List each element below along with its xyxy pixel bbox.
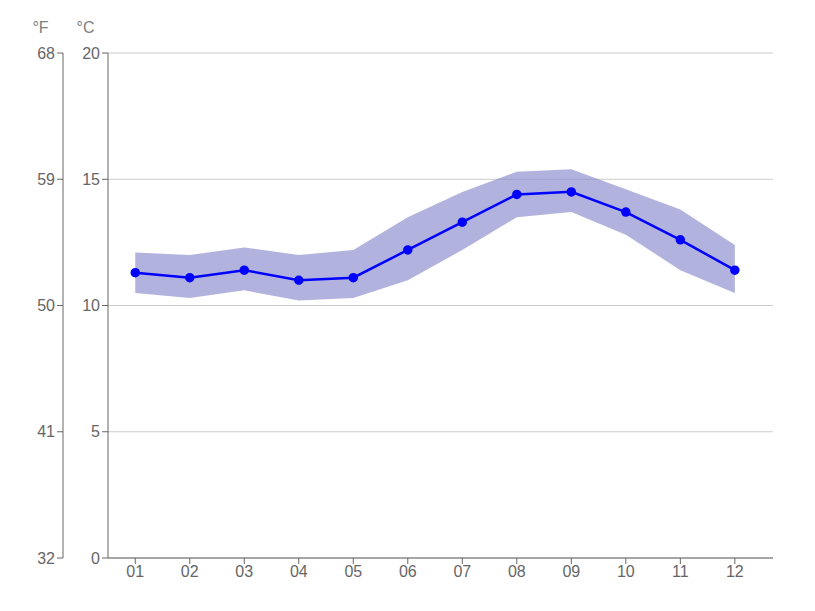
svg-text:09: 09 [562, 563, 580, 580]
svg-text:02: 02 [181, 563, 199, 580]
svg-text:04: 04 [290, 563, 308, 580]
svg-text:68: 68 [37, 45, 55, 62]
svg-text:03: 03 [235, 563, 253, 580]
svg-text:10: 10 [617, 563, 635, 580]
svg-text:0: 0 [91, 550, 100, 567]
svg-text:06: 06 [399, 563, 417, 580]
svg-text:59: 59 [37, 171, 55, 188]
svg-text:10: 10 [82, 297, 100, 314]
svg-text:07: 07 [453, 563, 471, 580]
svg-text:°F: °F [32, 19, 48, 36]
svg-text:20: 20 [82, 45, 100, 62]
svg-text:11: 11 [672, 563, 689, 580]
svg-text:12: 12 [726, 563, 744, 580]
svg-text:50: 50 [37, 297, 55, 314]
svg-text:08: 08 [508, 563, 526, 580]
svg-text:15: 15 [82, 171, 100, 188]
svg-text:05: 05 [344, 563, 362, 580]
svg-text:41: 41 [37, 423, 55, 440]
svg-text:5: 5 [91, 423, 100, 440]
svg-text:01: 01 [126, 563, 144, 580]
svg-text:°C: °C [77, 19, 95, 36]
svg-text:32: 32 [37, 550, 55, 567]
